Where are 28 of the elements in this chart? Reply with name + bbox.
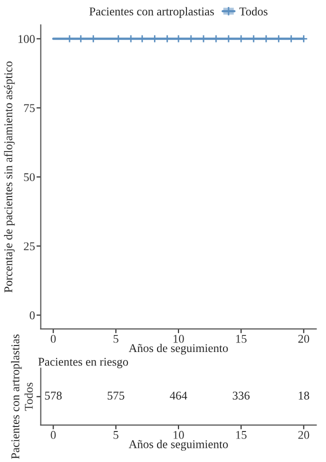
y-tick-label: 75 xyxy=(24,104,35,112)
x-tick-label: 5 xyxy=(114,431,118,439)
data-label: 336 xyxy=(232,392,250,400)
y-tick-label: 50 xyxy=(24,173,35,182)
legend-label: Todos xyxy=(239,7,268,16)
data-label: 578 xyxy=(45,392,62,400)
x-tick-label: 15 xyxy=(236,430,247,439)
x-tick-label: 0 xyxy=(50,334,56,343)
x-axis-title: Años de seguimiento xyxy=(128,440,228,451)
x-tick-label: 20 xyxy=(298,430,310,439)
y-axis-title: Pacientes con artroplastias xyxy=(11,334,22,459)
y-tick-label: 25 xyxy=(24,242,35,250)
x-tick-label: 10 xyxy=(174,334,184,343)
x-tick-label: 5 xyxy=(114,334,118,343)
data-label: 575 xyxy=(108,392,124,400)
legend-title: Pacientes con artroplastias xyxy=(89,7,214,18)
x-tick-label: 20 xyxy=(298,334,310,343)
y-tick-label: Todos xyxy=(24,382,33,411)
x-tick-label: 0 xyxy=(50,430,56,439)
data-label: 18 xyxy=(298,392,310,400)
y-tick-label: 0 xyxy=(30,311,35,320)
x-tick-label: 15 xyxy=(236,334,247,343)
y-axis-title: Porcentaje de pacientes sin aflojamiento aséptico xyxy=(4,62,15,292)
y-tick-label: 100 xyxy=(18,35,35,43)
x-axis-title: Años de seguimiento xyxy=(128,344,228,355)
chart-title: Pacientes en riesgo xyxy=(38,358,128,368)
x-tick-label: 10 xyxy=(174,430,184,439)
data-label: 464 xyxy=(170,392,188,400)
